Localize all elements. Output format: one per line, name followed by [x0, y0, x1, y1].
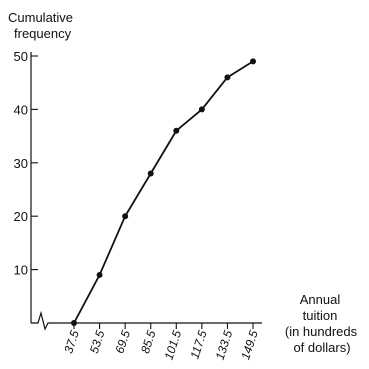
axes — [30, 52, 262, 331]
y-axis-ticks: 10 20 30 40 50 — [14, 49, 38, 278]
x-tick-label: 101.5 — [162, 328, 185, 361]
x-tick-label: 53.5 — [87, 328, 108, 355]
y-axis-title-line: Cumulative — [8, 10, 73, 25]
x-axis-title-line: tuition — [303, 308, 338, 323]
y-tick-label: 40 — [14, 102, 28, 117]
y-tick-label: 20 — [14, 209, 28, 224]
data-point — [147, 170, 154, 177]
data-point — [198, 106, 205, 113]
x-axis-title-line: of dollars) — [293, 340, 350, 355]
y-tick-label: 10 — [14, 263, 28, 278]
x-tick-label: 149.5 — [238, 328, 261, 361]
data-point — [122, 213, 129, 220]
x-axis-line-with-break — [31, 310, 262, 331]
x-tick-label: 117.5 — [187, 328, 209, 360]
data-point — [250, 58, 256, 65]
data-point — [71, 320, 77, 326]
x-tick-label: 133.5 — [213, 328, 236, 361]
cumulative-frequency-series — [71, 58, 256, 326]
x-tick-label: 69.5 — [112, 328, 133, 355]
data-point — [173, 127, 180, 134]
y-tick-label: 50 — [14, 49, 28, 64]
y-axis-title-line: frequency — [14, 26, 72, 41]
y-tick-label: 30 — [14, 156, 28, 171]
x-tick-label: 37.5 — [61, 328, 82, 355]
x-axis-ticks: 37.5 53.5 69.5 85.5 101.5 117.5 133.5 149.5 — [61, 323, 261, 361]
data-point — [224, 74, 231, 81]
x-axis-title-line: Annual — [300, 292, 341, 307]
x-axis-title-line: (in hundreds — [285, 324, 358, 339]
x-tick-label: 85.5 — [138, 328, 159, 355]
data-point — [96, 271, 103, 278]
series-line — [73, 60, 254, 324]
